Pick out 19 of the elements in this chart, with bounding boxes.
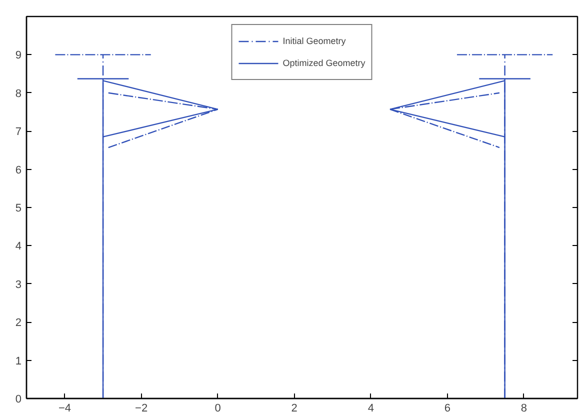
x-tick-label: 2 bbox=[291, 402, 298, 414]
x-tick-label: −4 bbox=[58, 402, 72, 414]
y-tick-label: 1 bbox=[15, 355, 22, 368]
y-tick-label: 8 bbox=[15, 88, 22, 100]
x-tick-label: 6 bbox=[444, 402, 450, 414]
y-tick-label: 2 bbox=[15, 317, 22, 330]
x-tick-label: 4 bbox=[368, 402, 374, 414]
y-tick-label: 0 bbox=[15, 394, 22, 406]
x-tick-label: −2 bbox=[135, 402, 148, 414]
y-tick-label: 4 bbox=[15, 240, 22, 253]
y-tick-label: 9 bbox=[15, 50, 22, 62]
x-tick-label: 0 bbox=[214, 402, 221, 414]
y-tick-label: 5 bbox=[15, 202, 22, 214]
x-tick-label: 8 bbox=[520, 402, 527, 414]
y-tick-label: 6 bbox=[15, 164, 22, 176]
legend-label: Optimized Geometry bbox=[282, 57, 366, 70]
legend-label: Initial Geometry bbox=[282, 35, 346, 48]
y-tick-label: 7 bbox=[15, 126, 22, 138]
y-tick-label: 3 bbox=[15, 278, 22, 291]
